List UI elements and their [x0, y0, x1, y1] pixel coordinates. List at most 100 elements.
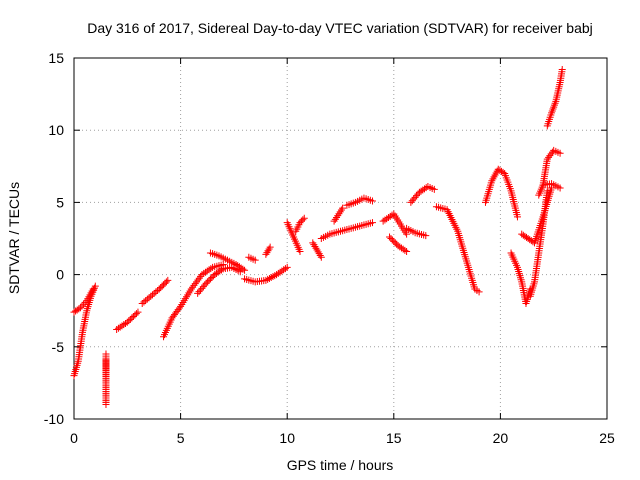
data-series-segment — [507, 249, 534, 307]
data-point — [126, 315, 134, 323]
data-point — [407, 198, 415, 206]
y-tick-label: 5 — [56, 194, 64, 210]
data-point — [410, 195, 418, 203]
data-point — [197, 272, 205, 280]
data-point — [316, 251, 324, 259]
data-series-segment — [330, 204, 347, 225]
data-point — [430, 185, 438, 193]
data-series-segment — [70, 282, 99, 380]
data-point — [80, 300, 88, 308]
data-point — [196, 286, 204, 294]
data-point — [311, 242, 319, 250]
data-point — [264, 247, 272, 255]
data-point — [413, 192, 421, 200]
data-series-segment — [526, 187, 551, 300]
data-point — [408, 197, 416, 205]
data-point — [125, 317, 133, 325]
data-point — [143, 295, 151, 303]
data-point — [190, 281, 198, 289]
x-tick-label: 15 — [386, 430, 402, 446]
data-point — [76, 304, 84, 312]
data-point — [113, 325, 121, 333]
data-point — [391, 239, 399, 247]
data-point — [140, 298, 148, 306]
data-point — [81, 298, 89, 306]
data-point — [239, 265, 247, 273]
data-point — [264, 275, 272, 283]
data-point — [128, 314, 136, 322]
y-tick-label: -5 — [52, 339, 65, 355]
data-point — [75, 305, 83, 313]
data-point — [388, 211, 396, 219]
x-tick-label: 25 — [599, 430, 615, 446]
data-point — [280, 266, 288, 274]
data-point — [241, 266, 249, 274]
data-point — [194, 289, 202, 297]
grid — [74, 58, 607, 419]
data-point — [312, 244, 320, 252]
data-series-segment — [138, 276, 172, 307]
data-point — [283, 263, 291, 271]
data-series-segment — [386, 233, 411, 255]
data-point — [89, 285, 97, 293]
data-point — [262, 250, 270, 258]
data-point — [383, 215, 391, 223]
data-point — [116, 323, 124, 331]
data-series-segment — [160, 260, 227, 341]
data-point — [148, 291, 156, 299]
data-point — [339, 204, 347, 212]
x-axis-label: GPS time / hours — [287, 457, 394, 473]
data-point — [157, 284, 165, 292]
data-point — [309, 239, 317, 247]
data-point — [314, 248, 322, 256]
data-point — [195, 274, 203, 282]
data-point — [556, 184, 564, 192]
data-point — [132, 310, 140, 318]
data-point — [297, 217, 305, 225]
data-series-segment — [403, 224, 430, 240]
data-point — [147, 292, 155, 300]
data-point — [150, 289, 158, 297]
data-point — [152, 288, 160, 296]
data-series-segment — [379, 210, 411, 238]
data-point — [386, 233, 394, 241]
data-point — [271, 272, 279, 280]
data-series-segment — [343, 194, 376, 209]
data-point — [201, 281, 209, 289]
data-point — [317, 253, 325, 261]
data-series-segment — [309, 239, 325, 261]
data-point — [299, 216, 307, 224]
data-point — [202, 279, 210, 287]
data-points — [70, 66, 566, 409]
data-point — [411, 193, 419, 201]
plot-frame — [73, 57, 608, 420]
data-series-segment — [262, 243, 274, 258]
y-tick-label: 10 — [48, 122, 64, 138]
data-series-segment — [206, 249, 249, 274]
data-point — [123, 318, 131, 326]
y-tick-label: -10 — [44, 411, 64, 427]
data-point — [251, 256, 259, 264]
data-point — [267, 273, 275, 281]
data-point — [131, 311, 139, 319]
axis-ticks: 0 5 10 15 20 25 -10 -5 0 5 10 15 — [44, 50, 615, 446]
data-point — [134, 308, 142, 316]
data-point — [296, 219, 304, 227]
data-point — [384, 214, 392, 222]
data-point — [205, 276, 213, 284]
x-tick-label: 0 — [70, 430, 78, 446]
data-point — [208, 273, 216, 281]
data-series-segment — [407, 183, 438, 206]
data-point — [274, 269, 282, 277]
y-tick-label: 0 — [56, 267, 64, 283]
data-series-segment — [283, 219, 304, 255]
data-point — [368, 197, 376, 205]
data-point — [206, 275, 214, 283]
data-point — [387, 235, 395, 242]
data-point — [201, 268, 209, 276]
data-point — [278, 267, 286, 275]
data-point — [204, 278, 212, 286]
data-point — [118, 322, 126, 330]
data-point — [315, 250, 323, 258]
data-point — [187, 285, 195, 293]
